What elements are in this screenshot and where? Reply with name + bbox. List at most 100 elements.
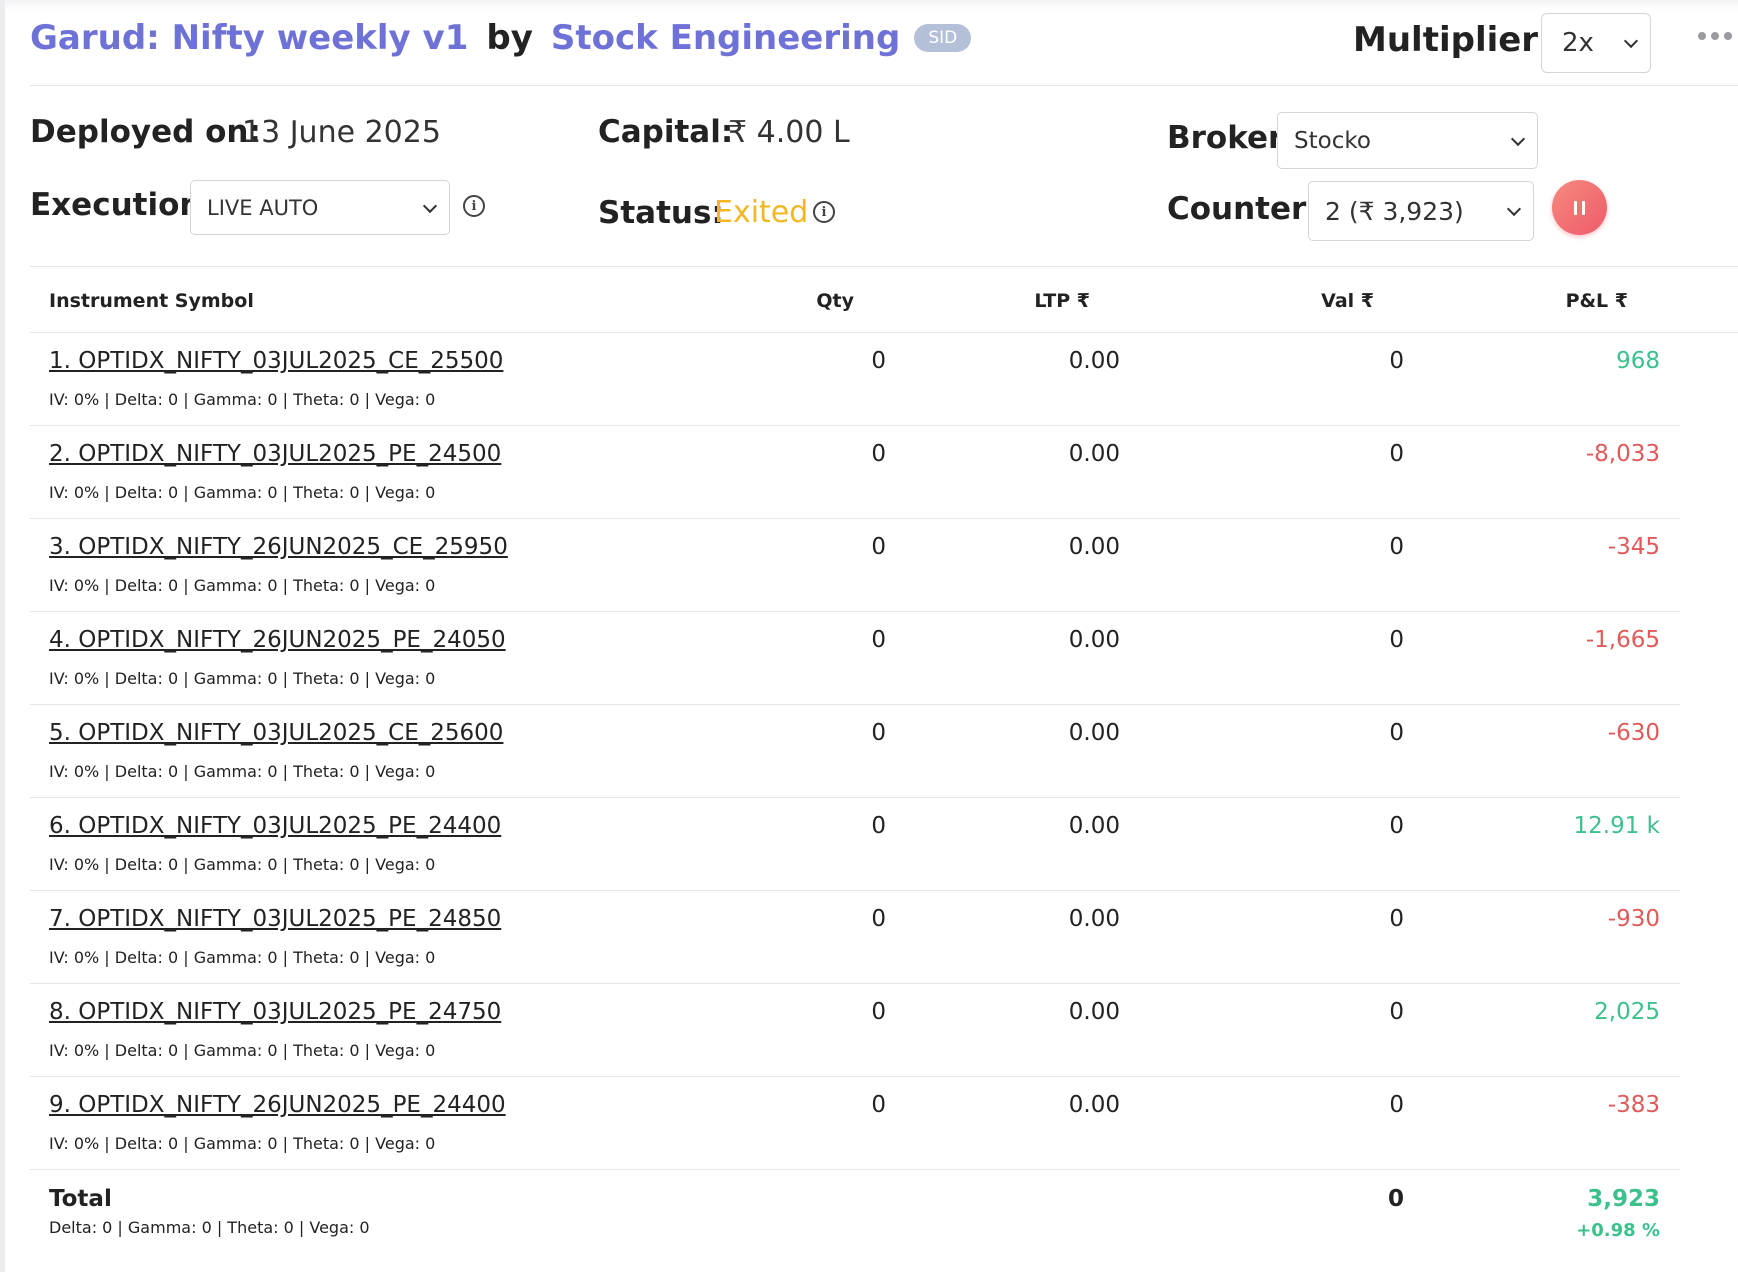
by-label: by (486, 18, 533, 58)
instrument-greeks: IV: 0% | Delta: 0 | Gamma: 0 | Theta: 0 … (49, 483, 436, 502)
qty-cell: 0 (871, 534, 886, 560)
qty-cell: 0 (871, 999, 886, 1025)
instrument-symbol-link[interactable]: 5. OPTIDX_NIFTY_03JUL2025_CE_25600 (49, 720, 504, 746)
instrument-greeks: IV: 0% | Delta: 0 | Gamma: 0 | Theta: 0 … (49, 1134, 436, 1153)
instrument-greeks: IV: 0% | Delta: 0 | Gamma: 0 | Theta: 0 … (49, 762, 436, 781)
counter-select[interactable]: 2 (₹ 3,923) (1308, 181, 1534, 241)
title-row: Garud: Nifty weekly v1 by Stock Engineer… (30, 16, 972, 60)
counter-value: 2 (₹ 3,923) (1325, 196, 1464, 226)
chevron-down-icon (1506, 201, 1522, 217)
instrument-symbol-link[interactable]: 6. OPTIDX_NIFTY_03JUL2025_PE_24400 (49, 813, 502, 839)
ltp-cell: 0.00 (1068, 627, 1120, 653)
table-row: 4. OPTIDX_NIFTY_26JUN2025_PE_24050 IV: 0%… (30, 612, 1680, 705)
qty-cell: 0 (871, 441, 886, 467)
instrument-greeks: IV: 0% | Delta: 0 | Gamma: 0 | Theta: 0 … (49, 669, 436, 688)
instrument-greeks: IV: 0% | Delta: 0 | Gamma: 0 | Theta: 0 … (49, 576, 436, 595)
instrument-symbol-link[interactable]: 3. OPTIDX_NIFTY_26JUN2025_CE_25950 (49, 534, 508, 560)
pnl-cell: 12.91 k (1573, 813, 1660, 839)
execution-select[interactable]: LIVE AUTO (190, 180, 450, 235)
ltp-cell: 0.00 (1068, 1092, 1120, 1118)
ltp-cell: 0.00 (1068, 534, 1120, 560)
ltp-cell: 0.00 (1068, 720, 1120, 746)
pnl-cell: 968 (1616, 348, 1660, 374)
qty-cell: 0 (871, 906, 886, 932)
instrument-symbol-link[interactable]: 7. OPTIDX_NIFTY_03JUL2025_PE_24850 (49, 906, 502, 932)
total-row: Total Delta: 0 | Gamma: 0 | Theta: 0 | V… (30, 1172, 1680, 1242)
table-row: 3. OPTIDX_NIFTY_26JUN2025_CE_25950 IV: 0%… (30, 519, 1680, 612)
val-cell: 0 (1389, 720, 1404, 746)
multiplier-value: 2x (1562, 28, 1594, 58)
pause-icon-bar-right (1582, 200, 1585, 215)
strategy-name-link[interactable]: Garud: Nifty weekly v1 (30, 18, 469, 58)
ltp-cell: 0.00 (1068, 999, 1120, 1025)
ltp-cell: 0.00 (1068, 348, 1120, 374)
val-cell: 0 (1389, 627, 1404, 653)
total-label: Total (49, 1186, 112, 1212)
status-info-icon[interactable]: i (813, 201, 835, 223)
total-pnl-percent: +0.98 % (1576, 1220, 1660, 1241)
pause-button[interactable] (1552, 180, 1607, 235)
execution-info-icon[interactable]: i (463, 195, 485, 217)
instrument-symbol-link[interactable]: 9. OPTIDX_NIFTY_26JUN2025_PE_24400 (49, 1092, 506, 1118)
val-cell: 0 (1389, 534, 1404, 560)
instrument-symbol-link[interactable]: 8. OPTIDX_NIFTY_03JUL2025_PE_24750 (49, 999, 502, 1025)
pnl-cell: -1,665 (1585, 627, 1660, 653)
top-shadow (5, 0, 1738, 10)
column-header-val[interactable]: Val ₹ (1321, 290, 1374, 312)
pnl-cell: -383 (1607, 1092, 1660, 1118)
ltp-cell: 0.00 (1068, 441, 1120, 467)
broker-select[interactable]: Stocko (1277, 112, 1538, 169)
counter-label: Counter: (1167, 191, 1319, 227)
val-cell: 0 (1389, 348, 1404, 374)
val-cell: 0 (1389, 1092, 1404, 1118)
pnl-cell: -630 (1607, 720, 1660, 746)
header-divider (30, 85, 1738, 86)
total-greeks: Delta: 0 | Gamma: 0 | Theta: 0 | Vega: 0 (49, 1218, 370, 1237)
status-value: Exited (714, 195, 809, 230)
table-row: 6. OPTIDX_NIFTY_03JUL2025_PE_24400 IV: 0%… (30, 798, 1680, 891)
table-row: 8. OPTIDX_NIFTY_03JUL2025_PE_24750 IV: 0%… (30, 984, 1680, 1077)
info-divider (30, 266, 1738, 267)
instrument-symbol-link[interactable]: 1. OPTIDX_NIFTY_03JUL2025_CE_25500 (49, 348, 504, 374)
status-label: Status: (598, 195, 724, 231)
total-pnl: 3,923 (1587, 1186, 1660, 1212)
deployed-value: 13 June 2025 (242, 115, 441, 150)
author-link[interactable]: Stock Engineering (550, 18, 901, 58)
chevron-down-icon (1623, 33, 1639, 49)
val-cell: 0 (1389, 441, 1404, 467)
column-header-qty[interactable]: Qty (816, 290, 854, 312)
pnl-cell: -8,033 (1585, 441, 1660, 467)
sid-badge: SID (914, 24, 972, 52)
instrument-greeks: IV: 0% | Delta: 0 | Gamma: 0 | Theta: 0 … (49, 390, 436, 409)
qty-cell: 0 (871, 348, 886, 374)
execution-value: LIVE AUTO (207, 195, 319, 220)
multiplier-select[interactable]: 2x (1541, 13, 1651, 73)
instrument-symbol-link[interactable]: 2. OPTIDX_NIFTY_03JUL2025_PE_24500 (49, 441, 502, 467)
qty-cell: 0 (871, 813, 886, 839)
capital-value: ₹ 4.00 L (728, 115, 850, 150)
total-val: 0 (1387, 1186, 1404, 1212)
table-row: 1. OPTIDX_NIFTY_03JUL2025_CE_25500 IV: 0%… (30, 333, 1680, 426)
column-header-pnl[interactable]: P&L ₹ (1565, 290, 1628, 312)
execution-label: Execution: (30, 187, 214, 223)
table-header-divider (30, 332, 1738, 333)
more-horizontal-icon[interactable] (1698, 28, 1738, 44)
instrument-greeks: IV: 0% | Delta: 0 | Gamma: 0 | Theta: 0 … (49, 1041, 436, 1060)
val-cell: 0 (1389, 999, 1404, 1025)
instrument-symbol-link[interactable]: 4. OPTIDX_NIFTY_26JUN2025_PE_24050 (49, 627, 506, 653)
deployed-label: Deployed on: (30, 114, 261, 150)
table-row: 2. OPTIDX_NIFTY_03JUL2025_PE_24500 IV: 0%… (30, 426, 1680, 519)
qty-cell: 0 (871, 1092, 886, 1118)
pnl-cell: -930 (1607, 906, 1660, 932)
val-cell: 0 (1389, 813, 1404, 839)
ltp-cell: 0.00 (1068, 906, 1120, 932)
table-row: 7. OPTIDX_NIFTY_03JUL2025_PE_24850 IV: 0%… (30, 891, 1680, 984)
pause-icon-bar-left (1574, 200, 1577, 215)
instrument-greeks: IV: 0% | Delta: 0 | Gamma: 0 | Theta: 0 … (49, 948, 436, 967)
column-header-symbol: Instrument Symbol (49, 290, 254, 312)
broker-value: Stocko (1294, 127, 1371, 154)
column-header-ltp[interactable]: LTP ₹ (1034, 290, 1090, 312)
table-row: 9. OPTIDX_NIFTY_26JUN2025_PE_24400 IV: 0%… (30, 1077, 1680, 1170)
multiplier-label: Multiplier: (1353, 20, 1552, 60)
